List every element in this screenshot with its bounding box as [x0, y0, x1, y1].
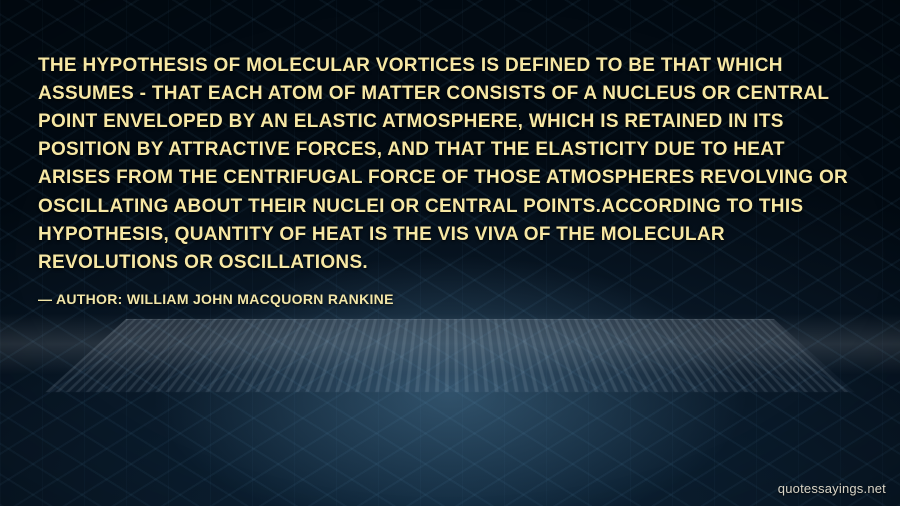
- watermark: quotessayings.net: [778, 481, 886, 496]
- quote-block: The hypothesis of molecular vortices is …: [38, 52, 862, 307]
- author-name: William John Macquorn Rankine: [127, 291, 394, 307]
- author-line: — Author: William John Macquorn Rankine: [38, 291, 862, 307]
- author-prefix: — Author:: [38, 291, 127, 307]
- quote-text: The hypothesis of molecular vortices is …: [38, 52, 862, 277]
